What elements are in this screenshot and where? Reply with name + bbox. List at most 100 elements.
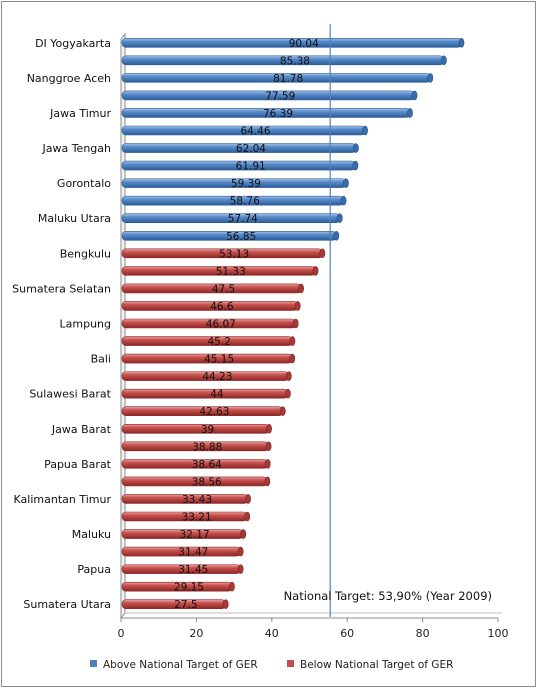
bar-cap: [458, 37, 465, 48]
bar-above-target: [121, 195, 347, 206]
bar-cap: [336, 213, 343, 224]
bar-below-target: [121, 511, 251, 522]
category-label: Jawa Tengah: [41, 142, 111, 155]
bar-cap: [237, 546, 244, 557]
bar-cap: [298, 283, 304, 294]
category-label: Sulawesi Barat: [29, 388, 111, 401]
bar-above-target: [121, 90, 418, 101]
data-label: 47.5: [212, 283, 235, 295]
bar-cap: [279, 406, 286, 417]
data-label: 64.46: [240, 126, 270, 138]
category-label: Lampung: [60, 318, 112, 331]
bar-cap: [289, 353, 296, 364]
bar-below-target: [121, 529, 247, 539]
category-label: Nanggroe Aceh: [27, 72, 111, 85]
bar-above-target: [121, 37, 465, 48]
bar-below-target: [121, 318, 299, 329]
data-label: 38.88: [192, 441, 222, 453]
bar-below-target: [121, 371, 292, 381]
data-label: 45.15: [204, 354, 234, 366]
bar-below-target: [121, 388, 291, 399]
category-label: Gorontalo: [57, 177, 111, 190]
bar-below-target: [121, 441, 272, 452]
bar-above-target: [121, 178, 349, 188]
data-label: 77.59: [265, 90, 295, 102]
bar-below-target: [121, 283, 304, 294]
category-label: Maluku Utara: [38, 212, 111, 225]
bar-cap: [265, 441, 272, 452]
bar-cap: [294, 301, 301, 311]
category-label: DI Yogyakarta: [35, 37, 111, 50]
bar-below-target: [121, 546, 244, 557]
bar-cap: [222, 599, 229, 610]
data-label: 44: [210, 389, 224, 401]
bar-cap: [264, 476, 271, 487]
category-label: Sumatera Utara: [23, 598, 111, 611]
bar-cap: [427, 73, 434, 83]
category-label: Maluku: [72, 528, 111, 541]
category-label: Jawa Timur: [49, 107, 111, 120]
bar-above-target: [121, 143, 359, 153]
data-label: 38.56: [192, 476, 222, 488]
x-tick-label: 40: [265, 627, 279, 640]
bar-cap: [244, 511, 251, 522]
x-tick-label: 80: [416, 627, 430, 640]
data-label: 53.13: [219, 248, 249, 260]
bar-cap: [266, 423, 272, 434]
bar-cap: [285, 371, 292, 381]
data-label: 27.5: [174, 599, 197, 611]
bar-cap: [312, 266, 319, 276]
bar-below-target: [121, 564, 244, 574]
data-label: 59.39: [231, 178, 261, 190]
data-label: 51.33: [216, 266, 246, 278]
bar-cap: [245, 494, 251, 504]
bar-cap: [343, 178, 349, 188]
bar-cap: [240, 529, 247, 539]
bar-below-target: [121, 494, 251, 504]
data-label: 46.6: [210, 301, 234, 313]
data-label: 58.76: [230, 196, 260, 208]
data-label: 38.64: [192, 459, 222, 471]
data-label: 31.45: [178, 564, 208, 576]
data-label: 33.21: [182, 512, 212, 524]
bar-cap: [292, 318, 299, 329]
x-tick-label: 100: [488, 627, 509, 640]
bar-above-target: [121, 213, 343, 224]
bar-above-target: [121, 160, 359, 171]
bar-below-target: [121, 581, 235, 592]
bar-below-target: [121, 266, 319, 276]
bar-cap: [237, 564, 244, 574]
category-label: Papua Barat: [44, 458, 112, 471]
legend-item-below: Below National Target of GER: [287, 659, 453, 671]
data-label: 85.38: [280, 55, 310, 67]
bar-below-target: [121, 336, 296, 346]
bar-cap: [352, 143, 359, 153]
bar-cap: [362, 125, 368, 136]
bar-cap: [284, 388, 291, 399]
bar-above-target: [121, 73, 434, 83]
bar-cap: [440, 55, 447, 66]
bar-cap: [228, 581, 235, 592]
legend-item-above: Above National Target of GER: [90, 659, 258, 671]
bar-above-target: [121, 55, 447, 66]
bar-below-target: [121, 301, 301, 311]
category-label: Papua: [77, 563, 111, 576]
data-label: 57.74: [228, 213, 258, 225]
bar-cap: [264, 459, 271, 469]
bar-body: [121, 423, 270, 434]
data-label: 56.85: [226, 231, 256, 243]
data-label: 61.91: [236, 161, 266, 173]
data-label: 39: [201, 424, 214, 436]
bar-below-target: [121, 599, 229, 610]
bar-cap: [319, 248, 326, 259]
national-target-annotation: National Target: 53,90% (Year 2009): [284, 589, 492, 603]
bar-below-target: [121, 353, 296, 364]
bar-above-target: [121, 125, 368, 136]
category-label: Bali: [91, 353, 111, 366]
data-label: 76.39: [263, 108, 293, 120]
bar-above-target: [121, 108, 413, 118]
data-label: 45.2: [208, 336, 231, 348]
legend-swatch: [90, 660, 97, 667]
